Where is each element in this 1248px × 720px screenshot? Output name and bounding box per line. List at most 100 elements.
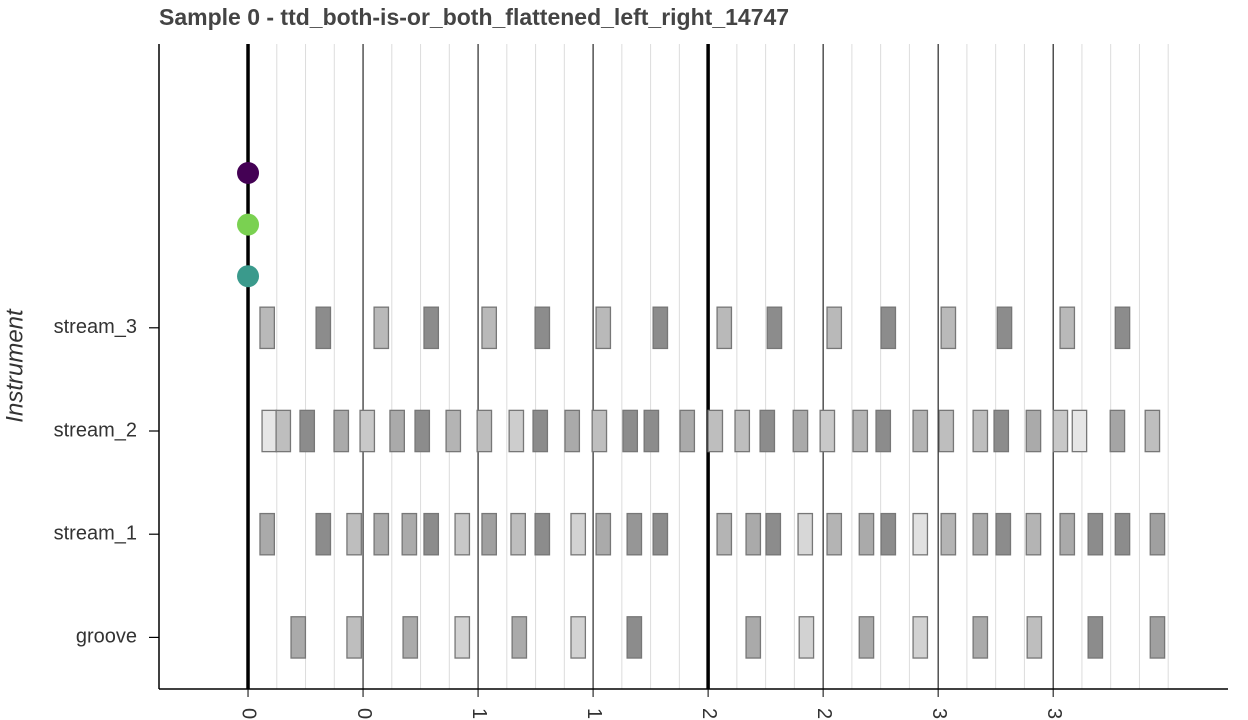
note <box>716 512 733 556</box>
note <box>798 616 815 659</box>
note <box>622 409 639 453</box>
note <box>995 512 1012 556</box>
note <box>259 306 276 350</box>
note <box>595 512 612 556</box>
note <box>972 409 989 453</box>
note <box>261 409 278 453</box>
note <box>534 512 551 556</box>
note <box>1026 616 1043 659</box>
note <box>290 616 307 659</box>
note <box>940 306 957 350</box>
note <box>1087 512 1104 556</box>
note <box>346 512 362 556</box>
note <box>875 409 892 453</box>
note <box>1149 616 1166 659</box>
note <box>454 616 471 659</box>
note <box>481 306 498 350</box>
note <box>1144 409 1161 453</box>
note <box>570 616 587 659</box>
note <box>570 512 587 556</box>
note <box>476 409 493 453</box>
note <box>564 409 581 453</box>
note <box>511 616 528 659</box>
note <box>595 306 612 350</box>
note <box>534 306 551 350</box>
y-axis-label: Instrument <box>1 308 28 423</box>
note <box>766 306 783 350</box>
note <box>315 512 332 556</box>
note <box>745 512 762 556</box>
x-tick-label: 0.5 <box>353 708 375 720</box>
note <box>759 409 776 453</box>
marker <box>237 162 260 184</box>
note <box>652 306 669 350</box>
x-tick-label: 0 <box>238 708 260 719</box>
note <box>414 409 431 453</box>
note <box>445 409 462 453</box>
note <box>299 409 316 453</box>
note <box>346 616 362 659</box>
note <box>912 616 929 659</box>
note <box>972 512 989 556</box>
note <box>643 409 660 453</box>
note <box>912 409 929 453</box>
note <box>652 512 669 556</box>
note <box>852 409 869 453</box>
marker <box>237 265 260 288</box>
note <box>858 512 875 556</box>
note <box>532 409 549 453</box>
note <box>1087 616 1104 659</box>
note <box>1052 409 1069 453</box>
note <box>626 616 643 659</box>
chart-title: Sample 0 - ttd_both-is-or_both_flattened… <box>159 4 789 30</box>
note <box>402 616 419 659</box>
note <box>1059 512 1076 556</box>
note <box>1114 512 1131 556</box>
note <box>1025 512 1042 556</box>
note <box>938 409 955 453</box>
note <box>1149 512 1166 556</box>
note <box>880 512 897 556</box>
y-tick-label: stream_1 <box>54 522 137 544</box>
note <box>734 409 751 453</box>
note <box>591 409 608 453</box>
note <box>275 409 292 453</box>
note <box>1114 306 1131 350</box>
note <box>315 306 332 350</box>
note <box>389 409 405 453</box>
note <box>401 512 418 556</box>
y-tick-label: groove <box>76 626 137 648</box>
note <box>797 512 814 556</box>
note <box>510 512 526 556</box>
note <box>1025 409 1042 453</box>
note <box>626 512 643 556</box>
note <box>481 512 498 556</box>
note <box>858 616 875 659</box>
note <box>940 512 957 556</box>
note <box>826 512 843 556</box>
note <box>333 409 350 453</box>
note <box>912 512 929 556</box>
x-tick-label: 3.5 <box>1043 708 1065 720</box>
y-tick-label: stream_3 <box>54 316 137 338</box>
note <box>716 306 733 350</box>
x-tick-label: 2 <box>698 708 720 719</box>
note <box>765 512 782 556</box>
note <box>373 512 390 556</box>
note <box>996 306 1013 350</box>
note <box>259 512 276 556</box>
note <box>745 616 762 659</box>
note <box>792 409 809 453</box>
note <box>359 409 376 453</box>
note <box>423 306 440 350</box>
note <box>707 409 724 453</box>
note <box>826 306 843 350</box>
note <box>880 306 897 350</box>
note <box>1109 409 1126 453</box>
note <box>1071 409 1088 453</box>
note <box>373 306 390 350</box>
x-tick-label: 3 <box>928 708 950 719</box>
y-tick-label: stream_2 <box>54 419 137 441</box>
